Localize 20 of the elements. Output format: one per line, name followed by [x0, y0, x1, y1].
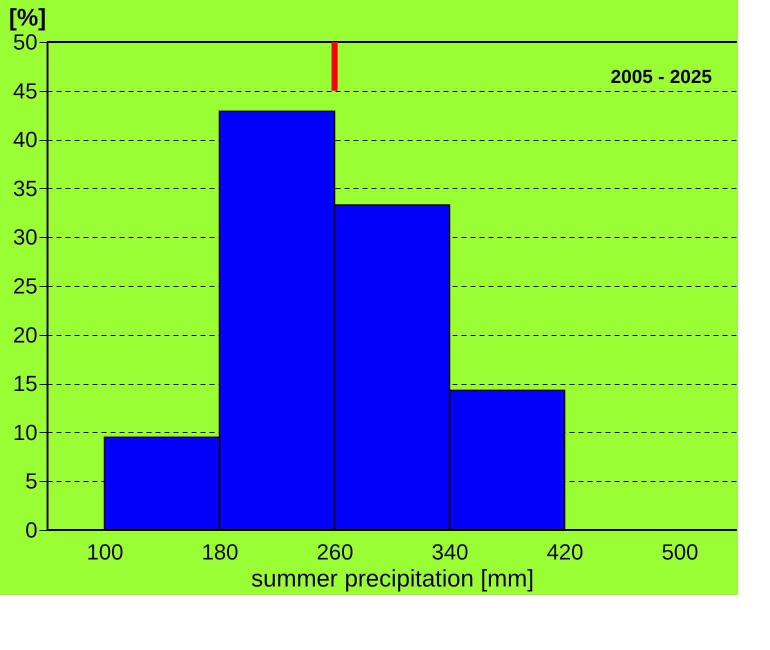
y-tick-label: 10	[13, 420, 38, 445]
y-tick-label: 0	[25, 518, 38, 542]
y-tick-label: 40	[13, 127, 38, 152]
y-tick-label: 5	[25, 468, 38, 494]
x-tick-label: 340	[432, 540, 468, 564]
x-axis-title: summer precipitation [mm]	[251, 566, 534, 592]
y-tick-label: 35	[13, 176, 38, 201]
y-tick-label: 30	[13, 224, 38, 250]
y-tick-label: 50	[13, 30, 38, 54]
x-tick-label: 420	[546, 540, 584, 564]
x-tick-label: 260	[316, 540, 354, 564]
x-tick-label: 100	[86, 540, 124, 564]
y-tick-label: 45	[13, 78, 38, 104]
y-axis-title: [%]	[8, 4, 46, 32]
annotation: 2005 - 2025	[610, 67, 712, 88]
x-tick-label: 180	[202, 540, 238, 564]
x-tick-label: 500	[662, 540, 698, 564]
y-tick-label: 15	[13, 371, 38, 396]
y-tick-label: 25	[13, 274, 38, 298]
y-tick-label: 20	[13, 322, 38, 348]
